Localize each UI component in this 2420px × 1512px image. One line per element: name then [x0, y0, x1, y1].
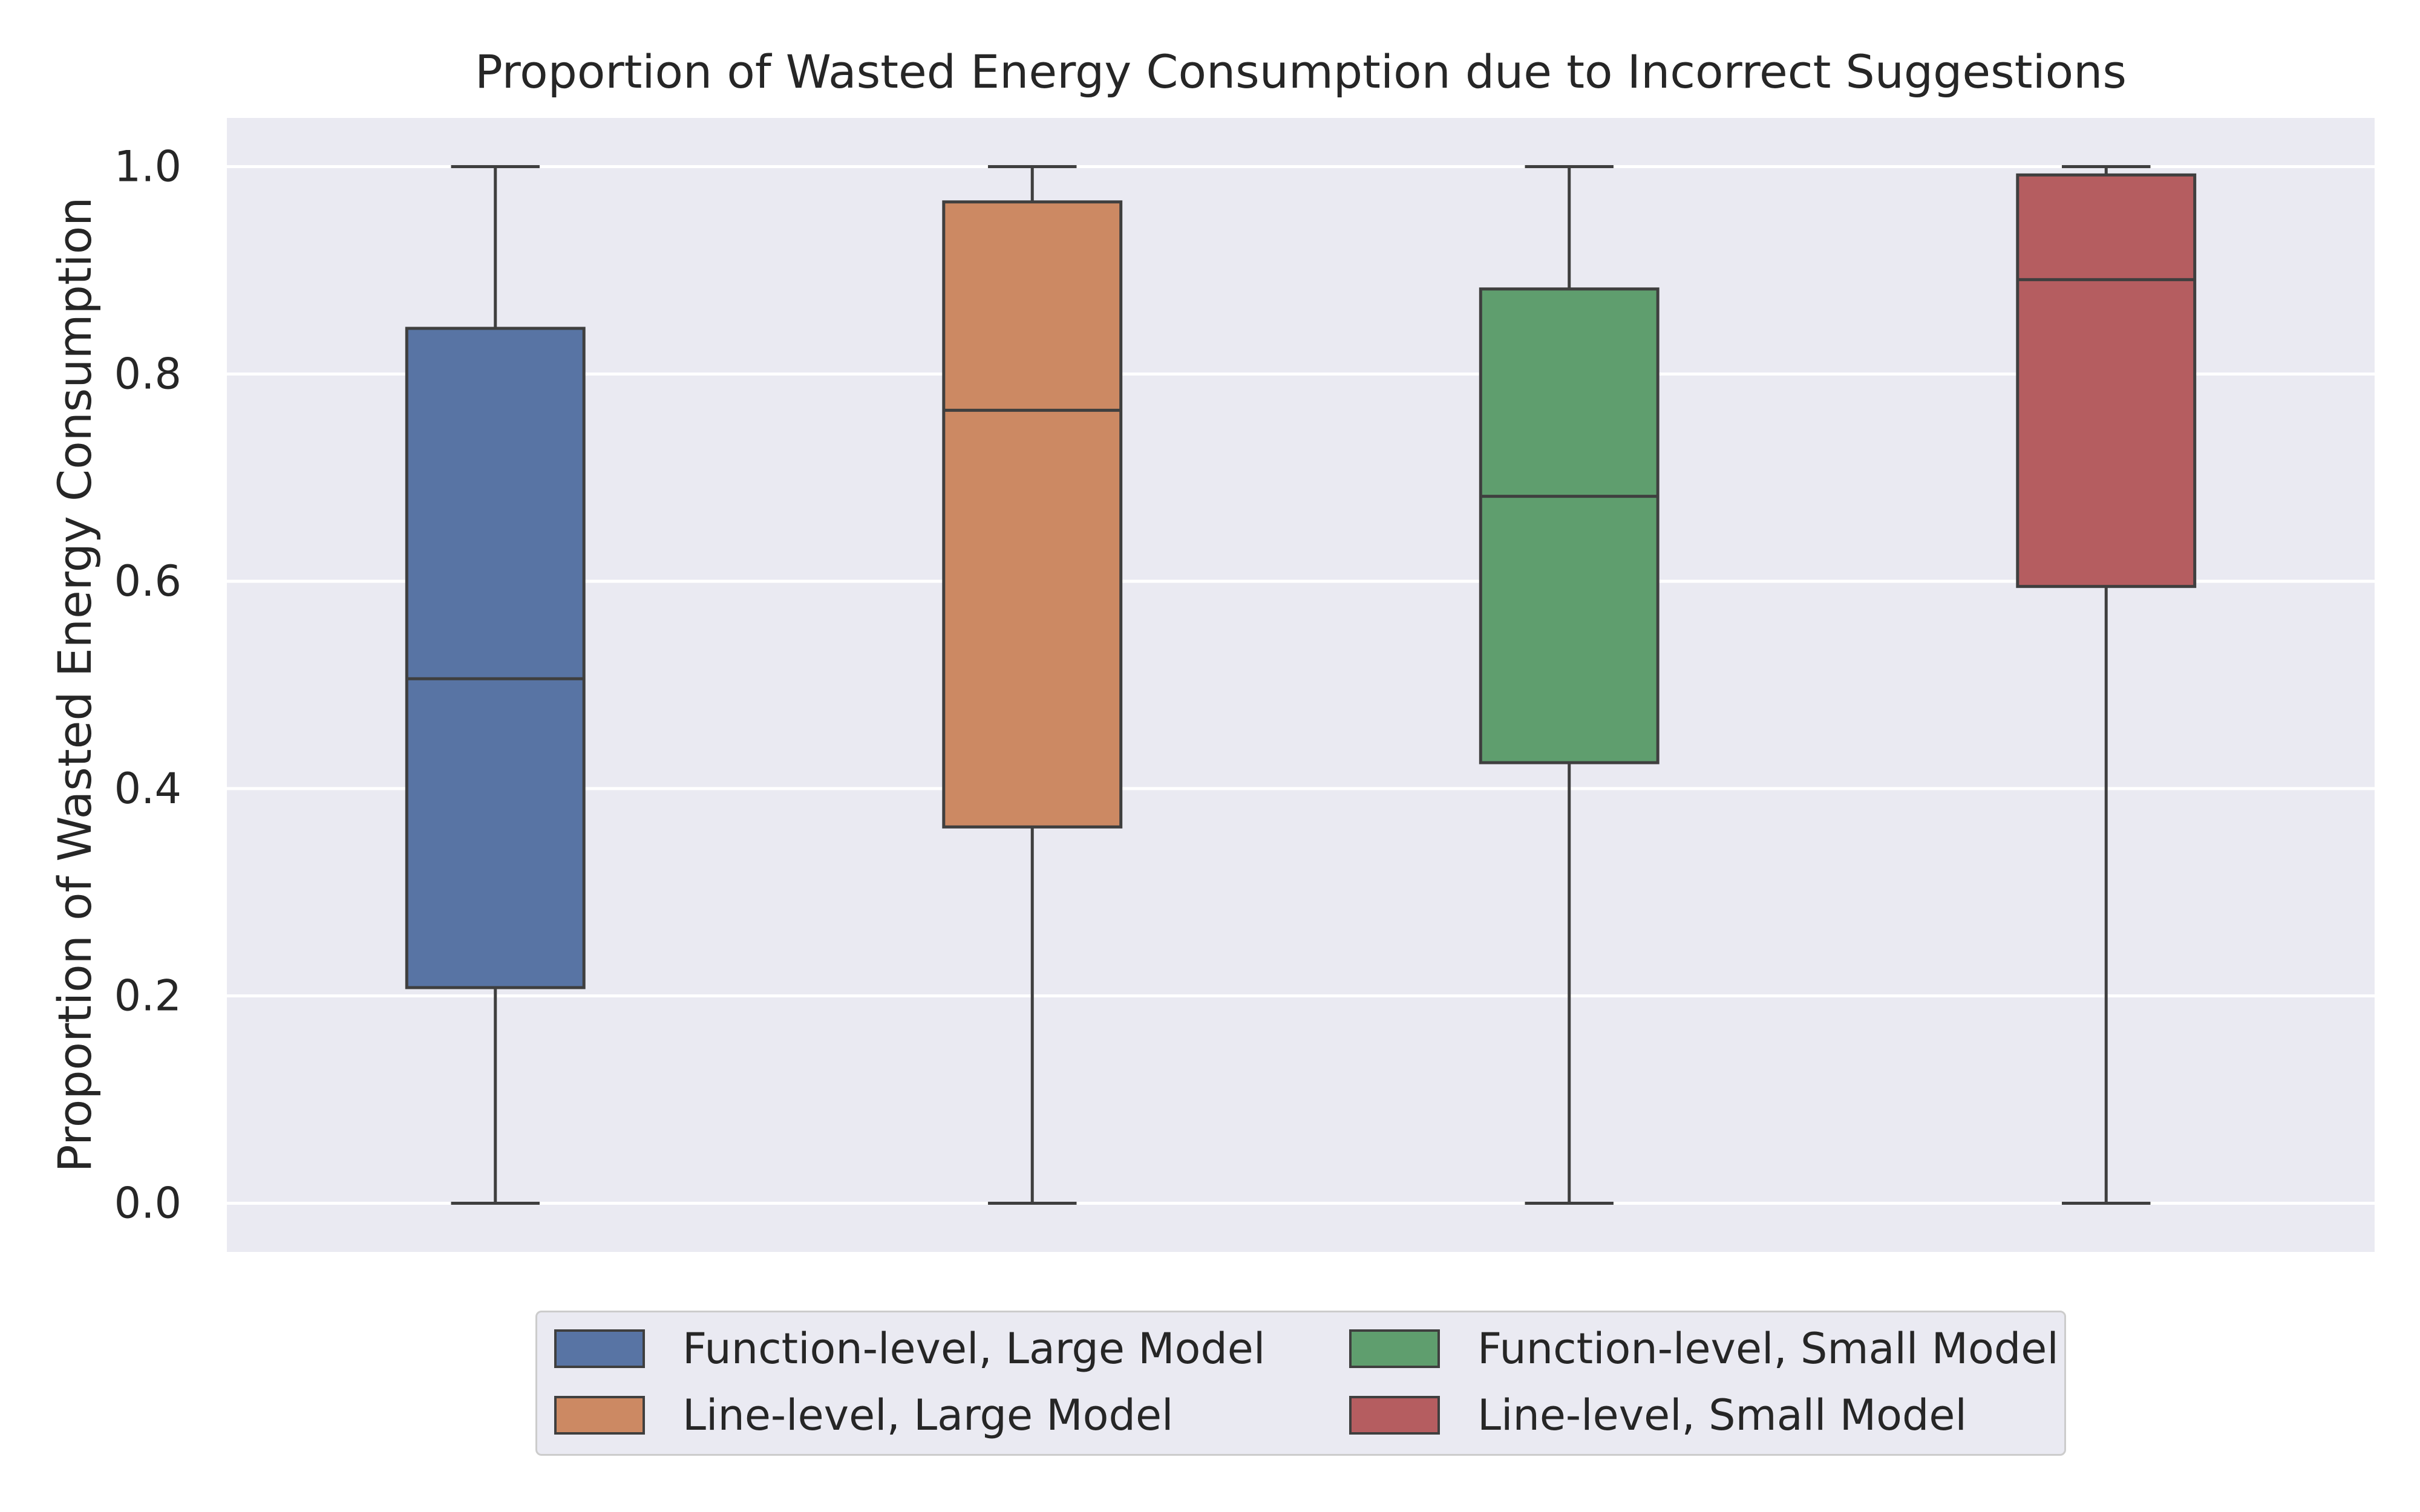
- legend-label: Function-level, Small Model: [1477, 1324, 2059, 1374]
- chart-title: Proportion of Wasted Energy Consumption …: [475, 45, 2127, 99]
- box-iqr: [2016, 173, 2197, 588]
- legend-swatch-function-large: [554, 1329, 645, 1368]
- box-3: [1479, 165, 1660, 1205]
- legend-item-line-large: Line-level, Large Model: [554, 1390, 1174, 1440]
- box-plots: [405, 165, 2197, 1205]
- legend-swatch-line-large: [554, 1396, 645, 1435]
- box-iqr: [942, 200, 1123, 829]
- box-iqr: [405, 327, 586, 989]
- box-1: [405, 165, 586, 1205]
- y-tick-label: 0.6: [114, 556, 182, 606]
- legend-item-line-small: Line-level, Small Model: [1349, 1390, 1967, 1440]
- legend-item-function-large: Function-level, Large Model: [554, 1324, 1266, 1374]
- y-axis-label: Proportion of Wasted Energy Consumption: [48, 197, 102, 1173]
- legend: Function-level, Large Model Line-level, …: [535, 1311, 2066, 1456]
- legend-label: Function-level, Large Model: [682, 1324, 1266, 1374]
- y-tick-label: 0.8: [114, 349, 182, 399]
- legend-label: Line-level, Large Model: [682, 1390, 1174, 1440]
- box-iqr: [1479, 287, 1660, 764]
- y-tick-label: 0.4: [114, 764, 182, 813]
- legend-label: Line-level, Small Model: [1477, 1390, 1967, 1440]
- box-2: [942, 165, 1123, 1205]
- y-tick-label: 1.0: [114, 142, 182, 192]
- y-tick-labels: 0.0 0.2 0.4 0.6 0.8 1.0: [114, 142, 182, 1228]
- legend-swatch-function-small: [1349, 1329, 1440, 1368]
- legend-item-function-small: Function-level, Small Model: [1349, 1324, 2059, 1374]
- y-tick-label: 0.2: [114, 971, 182, 1021]
- box-4: [2016, 165, 2197, 1205]
- legend-swatch-line-small: [1349, 1396, 1440, 1435]
- y-tick-label: 0.0: [114, 1178, 182, 1228]
